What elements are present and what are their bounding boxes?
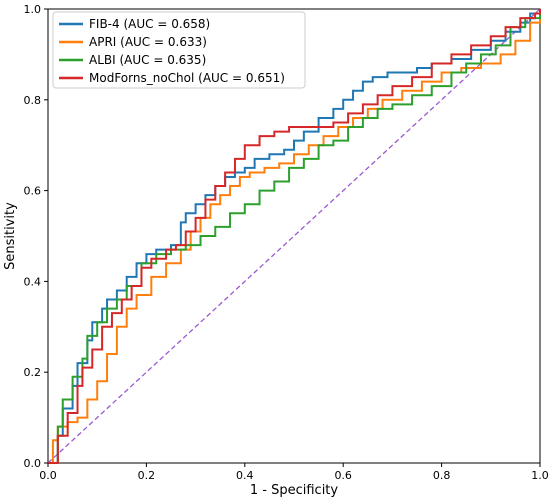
series-line-1: [48, 9, 541, 464]
ticks-layer: 0.0 0.2 0.4 0.6 0.8 1.0 0.0 0.2 0.4 0.6 0.8 1.0: [24, 3, 549, 482]
x-tick-label: 0.0: [39, 469, 57, 482]
legend-label-2: ALBI (AUC = 0.635): [89, 53, 206, 67]
y-tick-label: 1.0: [24, 3, 42, 16]
legend-label-3: ModForns_noChol (AUC = 0.651): [89, 71, 285, 85]
y-axis-label: Sensitivity: [3, 202, 18, 270]
y-tick-label: 0.4: [24, 275, 42, 288]
x-tick-label: 1.0: [531, 469, 549, 482]
y-tick-label: 0.8: [24, 94, 42, 107]
legend: FIB-4 (AUC = 0.658) APRI (AUC = 0.633) ALB…: [52, 11, 306, 89]
legend-label-1: APRI (AUC = 0.633): [89, 35, 207, 49]
y-tick-label: 0.0: [24, 457, 42, 470]
x-tick-label: 0.2: [138, 469, 156, 482]
x-tick-label: 0.4: [236, 469, 254, 482]
x-axis-label: 1 - Specificity: [250, 483, 339, 498]
x-tick-label: 0.6: [334, 469, 352, 482]
y-tick-label: 0.2: [24, 366, 42, 379]
series-line-3: [48, 9, 541, 464]
series-layer: [48, 9, 541, 464]
series-line-2: [48, 9, 541, 464]
x-tick-label: 0.8: [433, 469, 451, 482]
y-tick-label: 0.6: [24, 185, 42, 198]
legend-box: [52, 11, 306, 89]
legend-label-0: FIB-4 (AUC = 0.658): [89, 17, 210, 31]
